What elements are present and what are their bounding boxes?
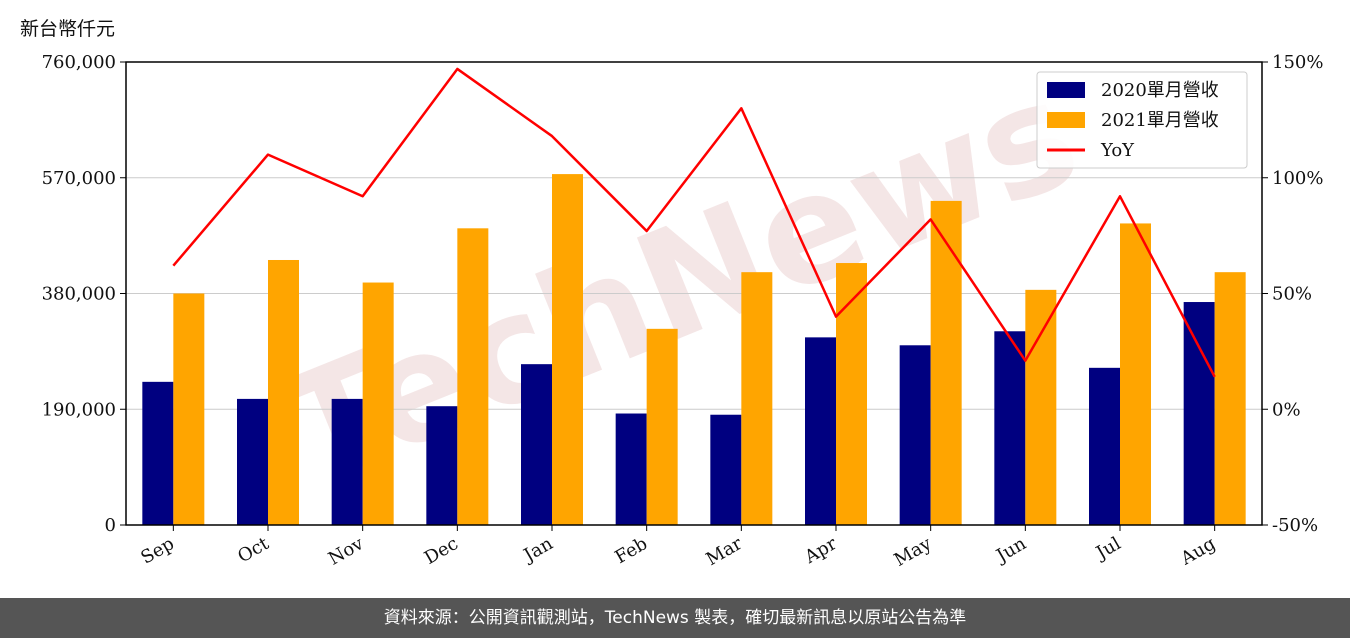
bar-2021-feb [646,328,678,525]
bar-series [142,174,1246,526]
bar-2021-sep [173,293,205,525]
y-right-tick-label: 150% [1272,52,1323,73]
x-tick-label-jun: Jun [991,533,1030,568]
revenue-chart: TechNews 0190,000380,000570,000760,000-5… [42,46,1324,571]
bar-2021-dec [457,228,489,526]
bar-2020-aug [1183,302,1215,525]
y-right-tick-label: 100% [1272,168,1323,189]
y-left-tick-label: 190,000 [42,399,116,420]
bar-2020-oct [237,398,268,525]
y-left-tick-label: 380,000 [42,284,116,305]
y-left-tick-label: 760,000 [42,52,116,73]
bar-2021-jul [1120,223,1151,525]
bar-2020-apr [805,337,836,525]
bar-2021-oct [268,259,299,525]
x-tick-label-may: May [891,533,936,571]
bar-2021-nov [362,282,394,525]
bar-2020-dec [426,406,458,525]
bar-2021-jun [1025,289,1057,525]
y-axis-unit-label: 新台幣仟元 [20,18,116,40]
legend-label-0: 2020單月營收 [1101,80,1219,101]
bar-2020-jul [1089,367,1120,525]
y-right-tick-label: 50% [1272,284,1312,305]
bar-2020-feb [615,413,647,525]
yoy-line [172,67,1216,378]
legend: 2020單月營收 2021單月營收 YoY [1036,71,1248,169]
bar-2020-nov [331,398,363,525]
bar-2020-may [899,345,931,525]
x-tick-label-dec: Dec [421,533,462,569]
yoy-line-series [172,67,1216,378]
y-right-tick-label: -50% [1272,515,1318,536]
bar-2021-jan [552,174,583,526]
bar-2020-mar [710,414,742,525]
y-left-tick-label: 0 [105,515,116,536]
x-tick-label-jan: Jan [519,533,557,567]
bar-2021-may [930,200,962,525]
legend-swatch-1 [1047,112,1085,128]
x-tick-label-jul: Jul [1091,533,1125,565]
legend-box [1036,71,1248,169]
x-tick-label-aug: Aug [1177,533,1220,570]
x-tick-label-feb: Feb [611,533,651,568]
bar-2020-jun [994,331,1026,525]
bar-2020-sep [142,381,174,525]
x-tick-label-apr: Apr [800,533,840,568]
legend-label-1: 2021單月營收 [1101,110,1219,131]
bar-2020-jan [521,364,552,525]
bar-2021-mar [741,272,773,525]
y-left-tick-label: 570,000 [42,168,116,189]
legend-label-2: YoY [1100,140,1135,161]
x-tick-label-sep: Sep [137,533,177,568]
bar-2021-aug [1214,272,1246,525]
x-tick-label-mar: Mar [703,533,747,570]
legend-swatch-0 [1047,82,1085,98]
source-footer: 資料來源：公開資訊觀測站，TechNews 製表，確切最新訊息以原站公告為準 [0,598,1350,638]
x-tick-label-oct: Oct [234,533,273,568]
bar-2021-apr [836,263,867,525]
x-tick-label-nov: Nov [325,533,368,570]
y-right-tick-label: 0% [1272,399,1301,420]
